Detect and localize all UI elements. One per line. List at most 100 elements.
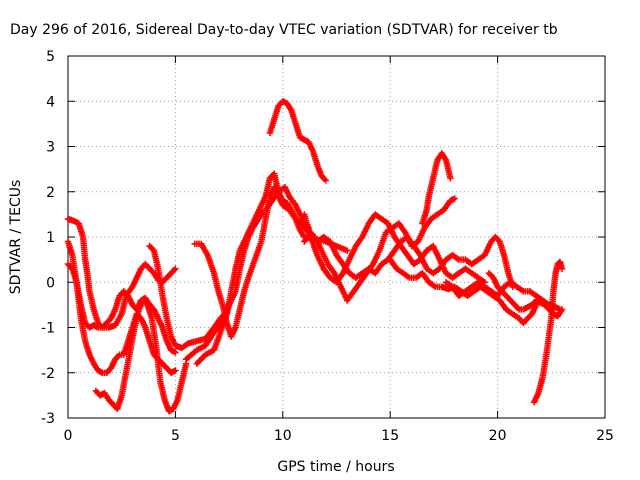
data-point-plus: [314, 251, 326, 270]
data-point-plus: [451, 195, 458, 202]
data-point-plus: [436, 256, 449, 275]
y-tick-label: 5: [46, 49, 55, 65]
x-tick-label: 20: [489, 428, 507, 444]
data-point-plus: [322, 177, 329, 184]
data-point-plus: [425, 279, 437, 289]
x-tick-label: 10: [274, 428, 292, 444]
data-point-plus: [318, 172, 328, 183]
data-point-plus: [99, 321, 109, 331]
data-point-plus: [430, 242, 442, 261]
data-point-plus: [146, 242, 156, 253]
data-point-plus: [172, 265, 179, 272]
data-point-plus: [423, 265, 435, 276]
data-point-plus: [292, 202, 305, 221]
data-point-plus: [249, 208, 262, 227]
y-tick-label: 3: [46, 140, 55, 156]
data-point-plus: [526, 288, 538, 298]
data-point-plus: [159, 276, 169, 286]
data-point-plus: [288, 206, 298, 221]
data-point-plus: [475, 279, 487, 289]
data-point-plus: [90, 360, 101, 372]
data-point-plus: [167, 267, 178, 277]
data-point-plus: [202, 347, 216, 358]
data-point-plus: [524, 302, 534, 311]
data-point-plus: [320, 265, 333, 280]
data-point-plus: [558, 306, 566, 313]
data-point-plus: [258, 208, 268, 218]
data-point-plus: [320, 233, 332, 244]
data-point-plus: [492, 233, 502, 244]
x-axis-title: GPS time / hours: [277, 459, 394, 475]
data-point-plus: [301, 211, 314, 239]
data-point-plus: [496, 297, 509, 312]
data-point-plus: [462, 284, 474, 295]
data-point-plus: [279, 197, 289, 206]
data-point-plus: [129, 301, 139, 312]
data-point-plus: [414, 226, 427, 245]
data-point-plus: [127, 326, 138, 354]
data-point-plus: [296, 134, 306, 143]
data-point-plus: [537, 299, 547, 308]
data-point-plus: [421, 217, 434, 232]
data-point-plus: [150, 270, 161, 282]
data-point-plus: [378, 215, 390, 226]
data-point-plus: [82, 319, 92, 330]
data-point-plus: [498, 288, 508, 298]
data-point-plus: [101, 389, 111, 402]
data-point-plus: [350, 280, 363, 295]
data-point-plus: [397, 242, 410, 257]
data-point-plus: [116, 351, 125, 358]
data-point-plus: [430, 266, 442, 277]
data-point-plus: [120, 288, 130, 298]
data-point-plus: [475, 253, 487, 263]
data-point-plus: [281, 184, 292, 198]
data-point-plus: [447, 174, 454, 182]
data-point-plus: [558, 265, 566, 272]
data-point-plus: [344, 247, 351, 254]
data-point-plus: [509, 310, 521, 321]
data-point-plus: [369, 249, 382, 268]
data-point-plus: [507, 297, 517, 307]
data-point-plus: [552, 303, 562, 312]
data-point-plus: [344, 289, 356, 304]
data-point-plus: [408, 239, 420, 250]
data-point-plus: [494, 283, 504, 293]
data-point-plus: [193, 353, 208, 367]
data-point-plus: [543, 317, 555, 354]
data-series: [311, 195, 458, 304]
data-point-plus: [86, 322, 96, 331]
data-point-plus: [107, 308, 118, 322]
data-series: [64, 215, 179, 331]
data-point-plus: [165, 406, 175, 415]
x-tick-label: 0: [64, 428, 73, 444]
y-tick-label: 1: [46, 230, 55, 246]
data-point-plus: [283, 199, 294, 212]
data-point-plus: [275, 188, 286, 203]
data-point-plus: [438, 150, 449, 162]
x-tick-label: 5: [171, 428, 180, 444]
data-point-plus: [395, 220, 408, 235]
data-point-plus: [528, 298, 538, 309]
data-point-plus: [442, 279, 455, 289]
data-point-plus: [539, 349, 550, 381]
data-point-plus: [503, 306, 515, 316]
data-point-plus: [528, 303, 539, 318]
data-point-plus: [73, 279, 84, 320]
data-point-plus: [167, 346, 178, 355]
data-point-plus: [481, 283, 493, 294]
data-point-plus: [148, 315, 159, 347]
data-point-plus: [71, 218, 81, 226]
data-point-plus: [109, 401, 120, 411]
data-point-plus: [146, 265, 156, 275]
data-series: [485, 270, 566, 320]
data-point-plus: [275, 99, 285, 109]
data-point-plus: [462, 265, 474, 276]
data-point-plus: [253, 212, 264, 225]
data-point-plus: [94, 367, 105, 376]
data-point-plus: [286, 193, 298, 207]
data-point-plus: [112, 312, 124, 329]
data-point-plus: [372, 211, 384, 221]
data-series: [419, 150, 454, 227]
data-point-plus: [520, 304, 530, 313]
data-point-plus: [167, 333, 178, 347]
